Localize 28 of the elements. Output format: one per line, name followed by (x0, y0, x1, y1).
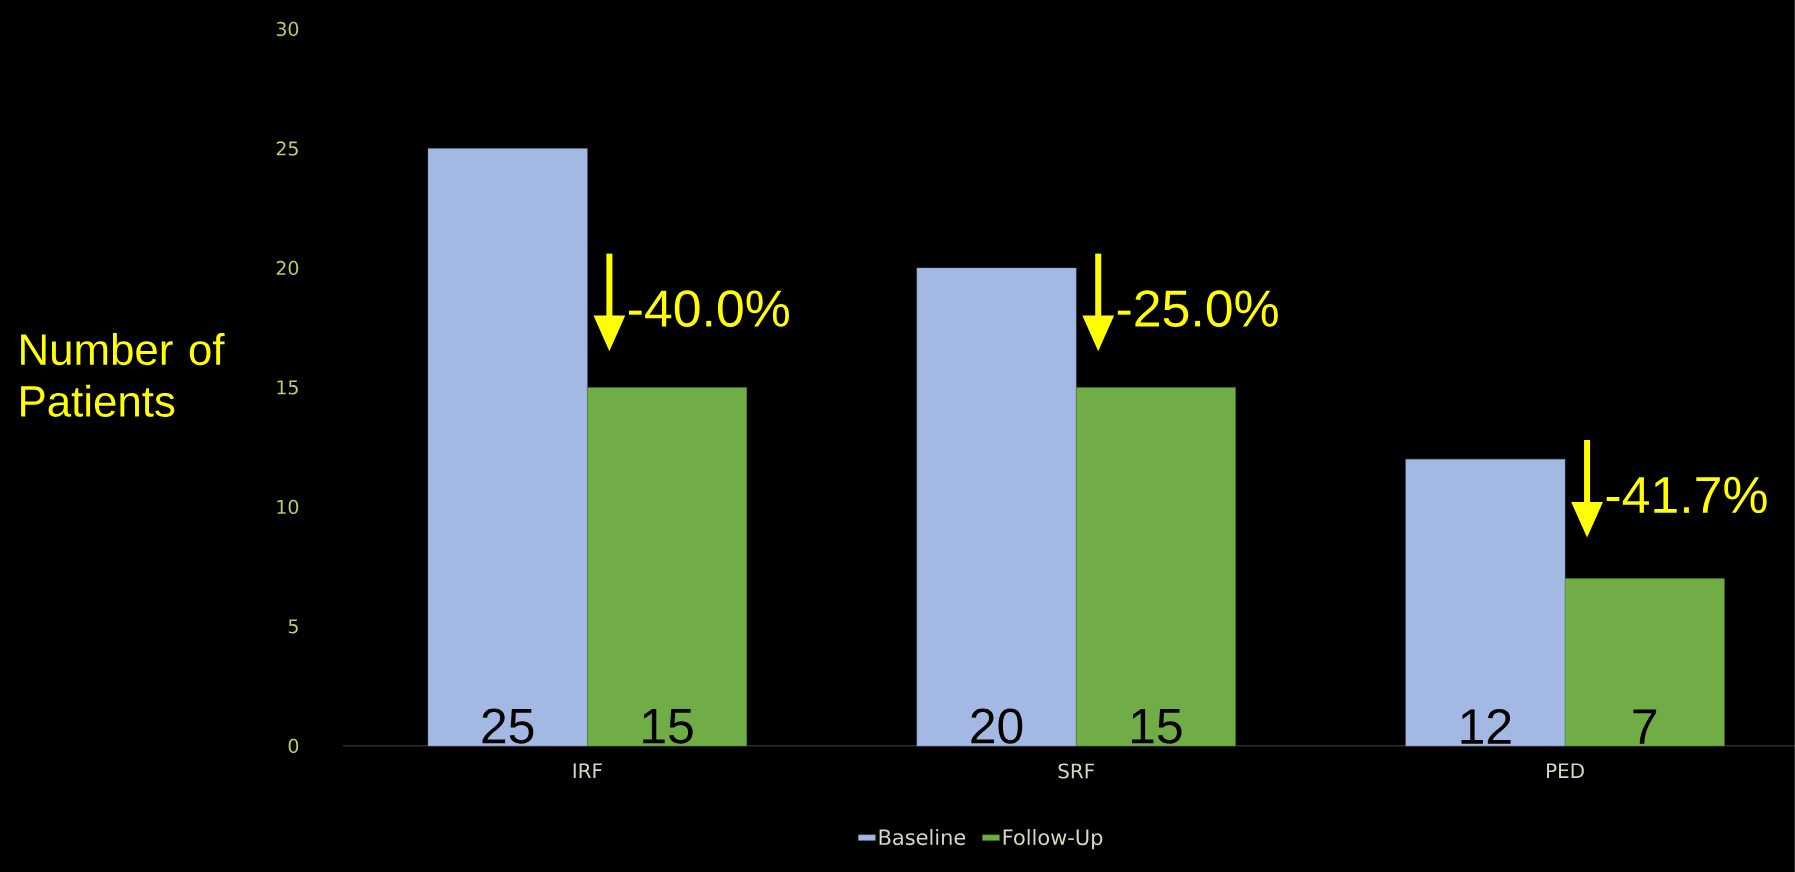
x-tick-label: SRF (1058, 763, 1095, 779)
y-tick-label: 25 (276, 141, 298, 156)
bar (1564, 578, 1725, 747)
y-tick-label: 0 (288, 738, 299, 754)
legend-label: Baseline (879, 829, 966, 846)
data-label: 15 (643, 709, 693, 744)
annotation: -41.7% (1606, 476, 1767, 514)
x-tick-label: PED (1547, 763, 1584, 778)
x-tick-label: IRF (573, 763, 602, 778)
legend-label: Follow-Up (1003, 829, 1103, 850)
bar (427, 148, 588, 747)
y-tick-label: 5 (288, 619, 298, 634)
y-axis-title: Number of Patients (21, 333, 225, 417)
data-label: 15 (1132, 709, 1182, 744)
data-label: 20 (971, 708, 1023, 744)
data-label: 12 (1461, 708, 1511, 744)
bar (916, 267, 1077, 747)
annotation: -25.0% (1117, 290, 1278, 327)
annotation: -40.0% (628, 290, 789, 327)
bar (1076, 387, 1236, 747)
y-tick-label: 15 (277, 380, 298, 395)
y-tick-label: 20 (276, 260, 299, 276)
data-label: 25 (482, 708, 534, 744)
y-tick-label: 30 (276, 21, 299, 37)
bar (587, 387, 747, 747)
bar (1405, 458, 1566, 747)
y-tick-label: 10 (277, 499, 299, 515)
data-label: 7 (1633, 709, 1657, 744)
